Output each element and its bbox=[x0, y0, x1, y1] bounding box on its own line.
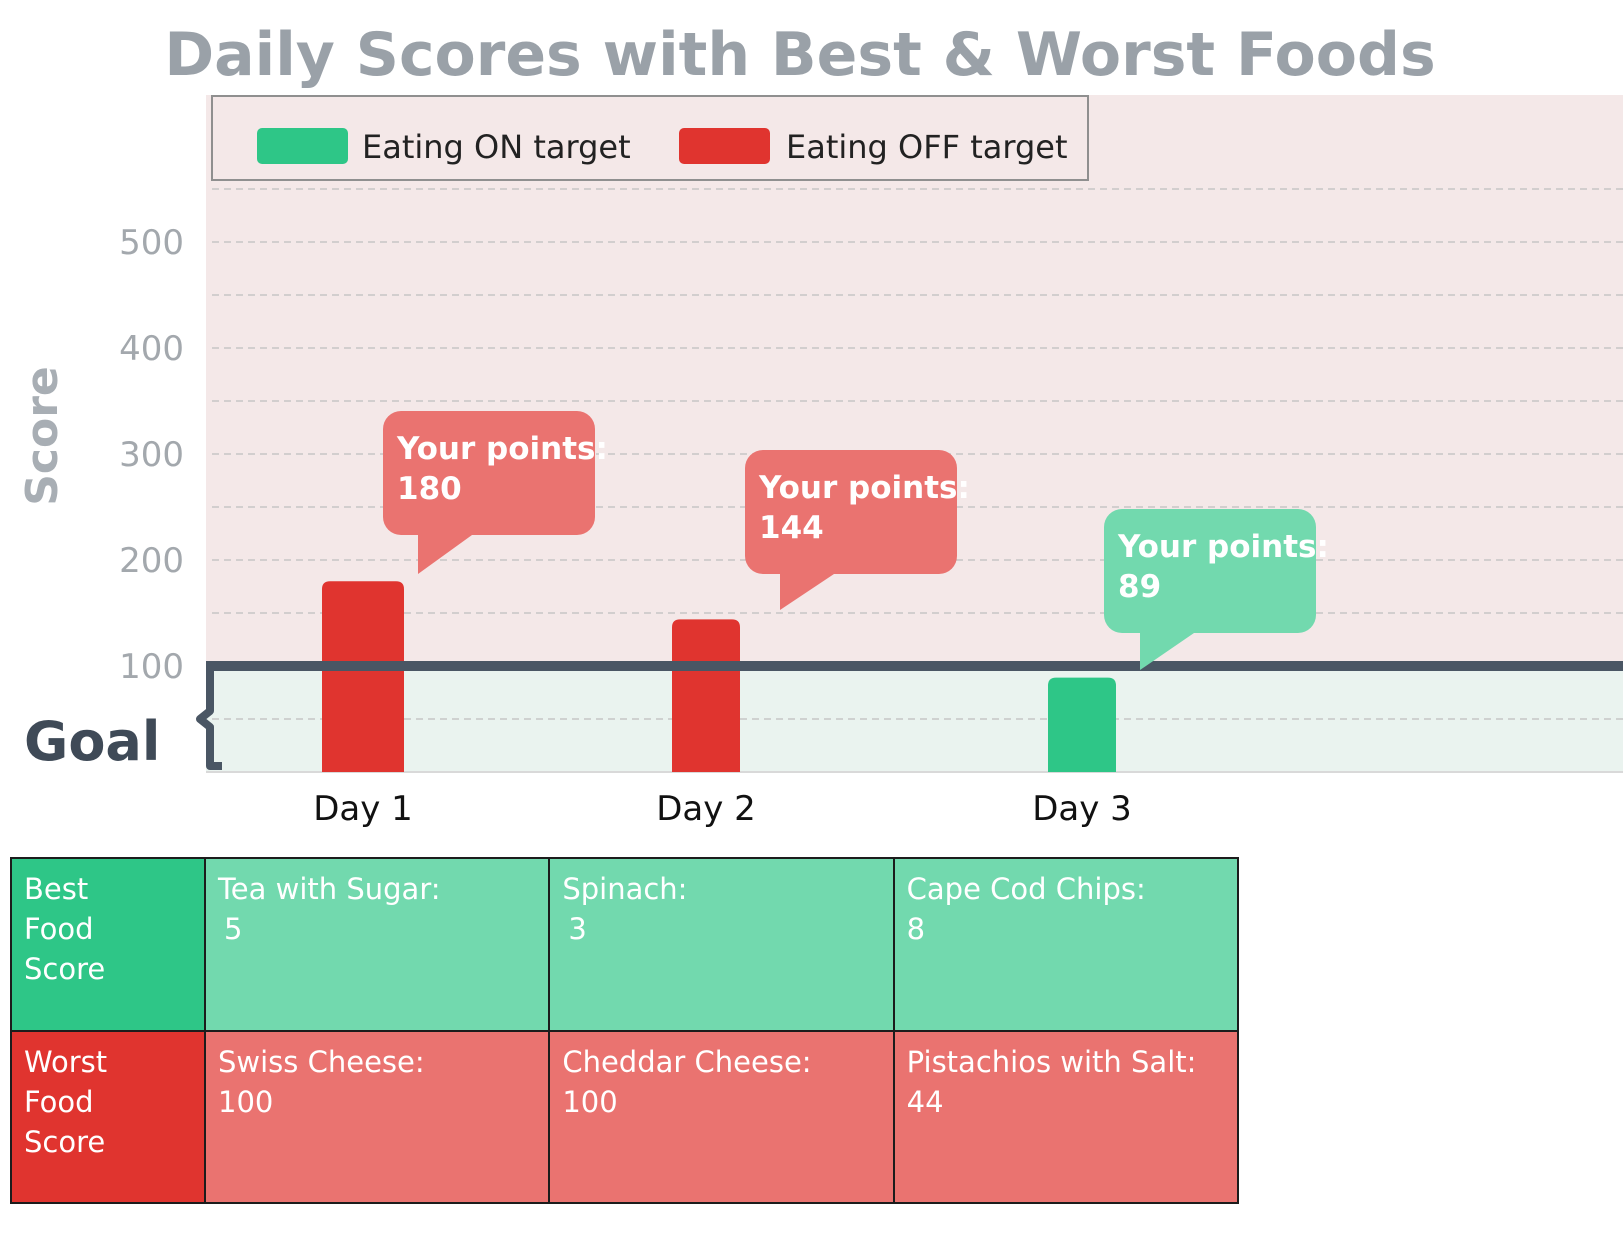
worst-food-cell: Cheddar Cheese: 100 bbox=[548, 1029, 895, 1204]
legend-label: Eating OFF target bbox=[786, 128, 1068, 166]
food-name: Swiss Cheese: bbox=[218, 1044, 425, 1079]
points-callout: Your points: 144 bbox=[745, 450, 970, 610]
best-food-header: Best Food Score bbox=[10, 857, 206, 1032]
food-score: 8 bbox=[906, 912, 926, 946]
legend-label: Eating ON target bbox=[362, 128, 631, 166]
worst-food-row: Worst Food Score Swiss Cheese: 100 Chedd… bbox=[10, 1029, 1240, 1204]
y-tick-label: 100 bbox=[119, 647, 184, 687]
food-score: 44 bbox=[906, 1084, 944, 1119]
best-food-cell: Spinach: 3 bbox=[548, 857, 895, 1032]
points-callout: Your points: 180 bbox=[383, 411, 608, 574]
food-name: Spinach: bbox=[562, 872, 688, 906]
x-tick-label: Day 1 bbox=[313, 789, 413, 829]
y-tick-label: 400 bbox=[119, 329, 184, 369]
callout-tail bbox=[418, 535, 472, 574]
best-food-row: Best Food Score Tea with Sugar: 5 Spinac… bbox=[10, 857, 1240, 1032]
callout-tail bbox=[780, 574, 834, 610]
x-tick-label: Day 3 bbox=[1032, 789, 1132, 829]
food-name: Tea with Sugar: bbox=[218, 872, 441, 906]
legend-swatch bbox=[257, 128, 348, 164]
legend: Eating ON target Eating OFF target bbox=[211, 95, 1089, 181]
food-name: Cape Cod Chips: bbox=[906, 872, 1146, 906]
bar bbox=[1048, 677, 1116, 772]
worst-food-header-label: Worst Food Score bbox=[24, 1044, 108, 1159]
callout-label: Your points: bbox=[396, 431, 608, 467]
callout-tail bbox=[1140, 633, 1194, 670]
worst-food-cell: Pistachios with Salt: 44 bbox=[892, 1029, 1240, 1204]
legend-swatch bbox=[679, 128, 770, 164]
y-tick-label: 300 bbox=[119, 435, 184, 475]
bar bbox=[672, 619, 740, 772]
best-food-header-label: Best Food Score bbox=[24, 872, 106, 986]
worst-food-header: Worst Food Score bbox=[10, 1029, 206, 1204]
y-axis-label: Score bbox=[17, 366, 68, 506]
worst-food-cell: Swiss Cheese: 100 bbox=[203, 1029, 551, 1204]
x-tick-label: Day 2 bbox=[656, 789, 756, 829]
food-score: 3 bbox=[568, 912, 587, 946]
data-label: 89 bbox=[1118, 569, 1161, 605]
data-label: 144 bbox=[759, 510, 824, 546]
chart-title: Daily Scores with Best & Worst Foods bbox=[164, 20, 1435, 90]
callout-label: Your points: bbox=[758, 470, 970, 506]
points-callout: Your points: 89 bbox=[1104, 509, 1329, 670]
callout-box bbox=[1104, 509, 1316, 633]
food-name: Pistachios with Salt: bbox=[906, 1044, 1197, 1079]
callout-label: Your points: bbox=[1117, 529, 1329, 565]
legend-box bbox=[211, 95, 1089, 181]
callout-box bbox=[745, 450, 957, 574]
chart: Daily Scores with Best & Worst Foods 100… bbox=[17, 20, 1623, 829]
best-food-cell: Tea with Sugar: 5 bbox=[203, 857, 551, 1032]
data-label: 180 bbox=[397, 471, 462, 507]
food-name: Cheddar Cheese: bbox=[562, 1044, 812, 1079]
food-score: 5 bbox=[224, 912, 243, 946]
food-score: 100 bbox=[562, 1084, 618, 1119]
food-score-table: Best Food Score Tea with Sugar: 5 Spinac… bbox=[10, 857, 1240, 1204]
goal-line bbox=[206, 661, 1623, 671]
callout-box bbox=[383, 411, 595, 535]
goal-label: Goal bbox=[24, 710, 160, 773]
food-score: 100 bbox=[218, 1084, 274, 1119]
goal-brace bbox=[196, 662, 222, 770]
y-tick-label: 200 bbox=[119, 541, 184, 581]
best-food-cell: Cape Cod Chips: 8 bbox=[892, 857, 1240, 1032]
y-tick-label: 500 bbox=[119, 223, 184, 263]
bar bbox=[322, 581, 404, 772]
